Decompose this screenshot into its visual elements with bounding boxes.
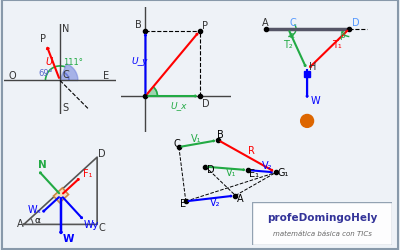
- Circle shape: [301, 115, 314, 128]
- Text: U: U: [46, 56, 52, 66]
- Text: C: C: [289, 18, 296, 28]
- Text: profeDomingoHely: profeDomingoHely: [267, 212, 377, 222]
- Text: E: E: [180, 198, 186, 208]
- Text: V₁: V₁: [190, 134, 201, 144]
- Text: C: C: [98, 222, 105, 232]
- Text: β: β: [339, 30, 345, 39]
- Text: F₁: F₁: [83, 168, 92, 178]
- Text: C: C: [173, 138, 180, 148]
- Text: T₁: T₁: [332, 40, 341, 50]
- Text: 111°: 111°: [63, 58, 83, 66]
- Polygon shape: [54, 188, 68, 203]
- Text: E: E: [102, 70, 109, 80]
- Text: B: B: [217, 129, 224, 139]
- Text: T₂: T₂: [283, 40, 293, 50]
- Text: N: N: [38, 160, 47, 170]
- Text: G₁: G₁: [277, 167, 288, 177]
- Polygon shape: [146, 88, 158, 97]
- Text: D: D: [98, 148, 106, 158]
- Text: U_y: U_y: [131, 57, 148, 66]
- Text: N: N: [62, 24, 70, 34]
- Text: D: D: [202, 98, 210, 108]
- Text: S: S: [62, 102, 68, 112]
- Text: α: α: [288, 30, 294, 39]
- Text: A: A: [237, 194, 243, 203]
- Text: O: O: [8, 70, 16, 80]
- Text: V₂: V₂: [262, 160, 272, 170]
- Text: D: D: [352, 18, 359, 28]
- Text: C: C: [63, 70, 70, 80]
- Text: E₁: E₁: [249, 168, 259, 178]
- Text: H: H: [309, 62, 317, 72]
- Text: A: A: [262, 18, 268, 28]
- Polygon shape: [60, 64, 78, 81]
- Text: B: B: [134, 20, 141, 30]
- Text: Wy: Wy: [84, 219, 99, 229]
- Text: 69°: 69°: [39, 68, 54, 78]
- Text: W: W: [63, 234, 74, 243]
- Text: R: R: [248, 145, 255, 155]
- Text: P: P: [202, 21, 208, 31]
- Text: matemática básica con TICs: matemática básica con TICs: [272, 230, 372, 236]
- Text: U_x: U_x: [170, 100, 187, 110]
- Text: V₂: V₂: [210, 198, 220, 207]
- Text: A: A: [17, 218, 24, 228]
- Text: P: P: [40, 34, 46, 43]
- Text: D: D: [206, 165, 214, 175]
- Text: Wₓ: Wₓ: [27, 204, 41, 214]
- FancyBboxPatch shape: [252, 202, 392, 245]
- Text: V₁: V₁: [226, 168, 236, 177]
- Text: α: α: [35, 216, 41, 224]
- Text: W: W: [310, 96, 320, 106]
